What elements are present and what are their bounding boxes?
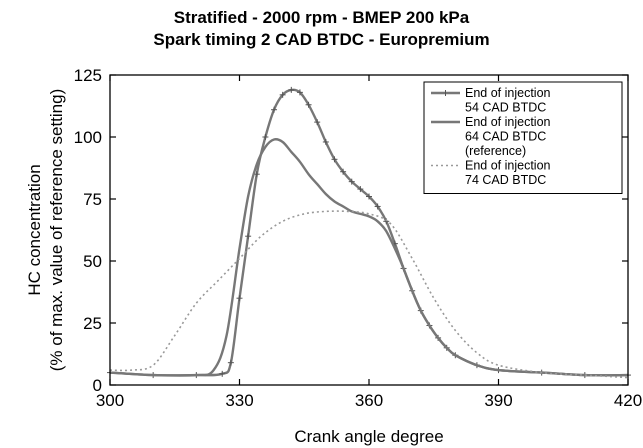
legend-label-3: 74 CAD BTDC [465,173,546,187]
legend-label-2: 64 CAD BTDC [465,130,546,144]
x-tick-label: 420 [614,391,642,410]
y-axis-label-line1: HC concentration [25,164,44,295]
series-line-3 [109,210,629,379]
legend-label-2: (reference) [465,144,526,158]
y-tick-label: 100 [74,128,102,147]
x-tick-label: 390 [484,391,512,410]
y-axis-label-line2: (% of max. value of reference setting) [47,89,66,372]
y-tick-label: 125 [74,66,102,85]
x-tick-label: 360 [355,391,383,410]
y-tick-label: 0 [93,376,102,395]
y-tick-label: 50 [83,252,102,271]
chart-subtitle: Spark timing 2 CAD BTDC - Europremium [153,30,490,49]
axes: 300 330 360 390 420 0 25 50 75 100 125 [74,66,643,410]
legend-label-1: 54 CAD BTDC [465,101,546,115]
legend-label-1: End of injection [465,86,551,100]
legend-box [423,81,623,194]
x-axis-label: Crank angle degree [294,427,443,446]
y-tick-label: 25 [83,314,102,333]
x-tick-label: 300 [96,391,124,410]
series-line-2 [109,138,629,377]
plot-area [107,86,631,379]
legend-label-2: End of injection [465,115,551,129]
y-tick-label: 75 [83,190,102,209]
chart-title: Stratified - 2000 rpm - BMEP 200 kPa [173,8,470,27]
x-tick-label: 330 [225,391,253,410]
legend-label-3: End of injection [465,159,551,173]
